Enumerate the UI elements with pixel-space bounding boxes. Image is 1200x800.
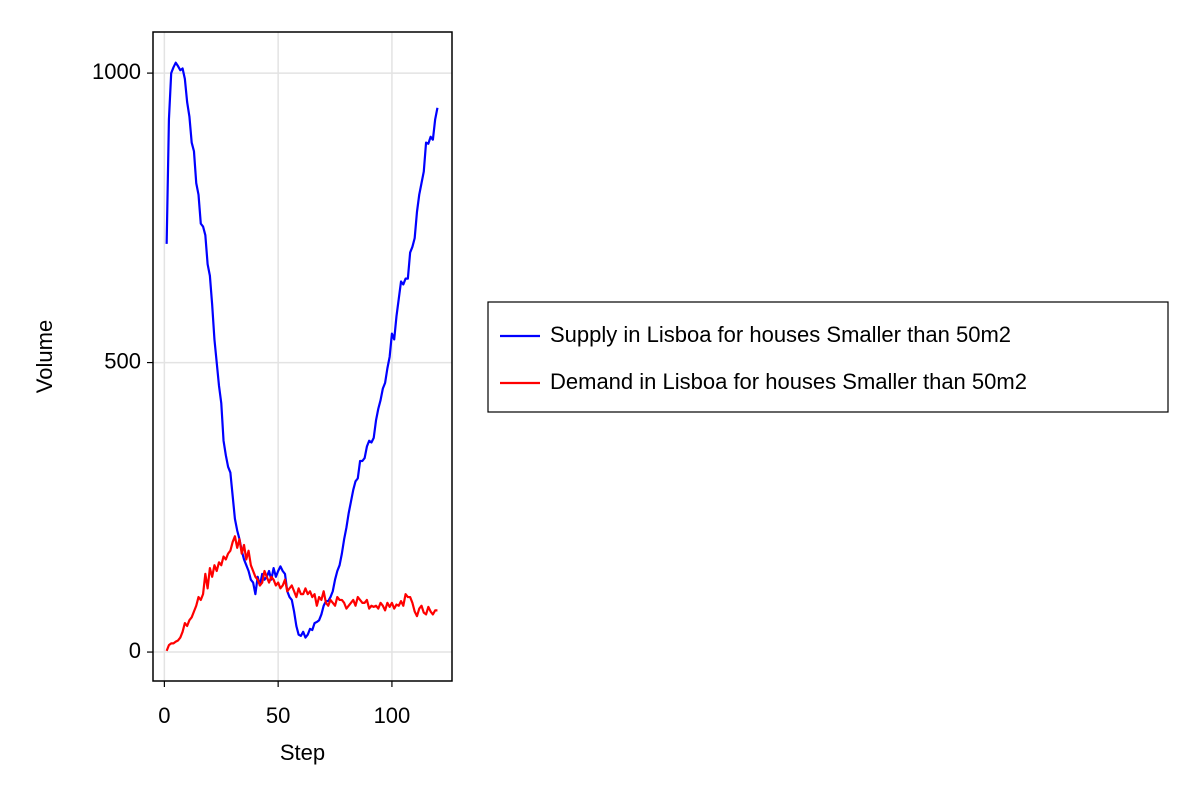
y-tick-label: 500	[104, 348, 141, 373]
line	[165, 535, 438, 652]
x-tick-label: 0	[158, 703, 170, 728]
y-tick-label: 0	[129, 638, 141, 663]
x-axis-label: Step	[280, 740, 325, 765]
y-axis-label: Volume	[32, 320, 57, 393]
legend-label: Demand in Lisboa for houses Smaller than…	[550, 369, 1027, 394]
legend-box	[487, 301, 1169, 413]
y-tick-label: 1000	[92, 59, 141, 84]
legend-label: Supply in Lisboa for houses Smaller than…	[550, 322, 1011, 347]
x-tick-label: 50	[266, 703, 290, 728]
line	[165, 61, 439, 639]
plot-frame	[152, 31, 453, 682]
x-tick-label: 100	[374, 703, 411, 728]
